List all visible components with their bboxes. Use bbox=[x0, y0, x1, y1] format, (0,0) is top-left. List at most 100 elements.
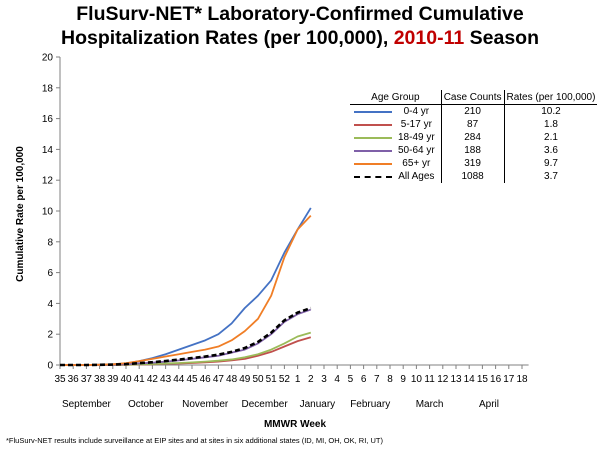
legend-swatch-line bbox=[354, 149, 392, 152]
x-tick-label: 8 bbox=[387, 374, 393, 385]
series-layer bbox=[60, 207, 312, 367]
month-label: November bbox=[182, 399, 229, 410]
x-tick-label: 51 bbox=[266, 374, 278, 385]
x-tick-label: 3 bbox=[321, 374, 327, 385]
x-tick-label: 44 bbox=[173, 374, 185, 385]
legend-rate: 3.6 bbox=[503, 144, 598, 157]
legend-row: 65+ yr 319 9.7 bbox=[350, 157, 598, 170]
legend-row: All Ages 1088 3.7 bbox=[350, 170, 598, 183]
title-line-1: FluSurv-NET* Laboratory-Confirmed Cumula… bbox=[76, 3, 524, 25]
legend-swatch bbox=[350, 131, 396, 144]
legend-swatch-line bbox=[354, 136, 392, 139]
month-label: September bbox=[62, 399, 112, 410]
legend-group: 0-4 yr bbox=[403, 106, 430, 117]
series-line-1 bbox=[60, 336, 312, 366]
month-label: April bbox=[479, 399, 499, 410]
month-label: October bbox=[128, 399, 164, 410]
legend-swatch bbox=[350, 105, 396, 119]
legend-row: 50-64 yr 188 3.6 bbox=[350, 144, 598, 157]
title-line-2: Hospitalization Rates (per 100,000), 201… bbox=[0, 26, 600, 50]
legend-swatch bbox=[350, 170, 396, 183]
y-tick-label: 10 bbox=[42, 207, 54, 218]
month-label: December bbox=[242, 399, 289, 410]
x-tick-label: 17 bbox=[503, 374, 515, 385]
legend-header-row: Age Group Case Counts Rates (per 100,000… bbox=[350, 90, 598, 105]
x-tick-label: 10 bbox=[411, 374, 423, 385]
x-tick-label: 12 bbox=[437, 374, 449, 385]
legend-row: 18-49 yr 284 2.1 bbox=[350, 131, 598, 144]
x-tick-label: 39 bbox=[107, 374, 119, 385]
legend-group: 50-64 yr bbox=[398, 145, 435, 156]
chart-title: FluSurv-NET* Laboratory-Confirmed Cumula… bbox=[0, 2, 600, 50]
y-tick-label: 16 bbox=[42, 114, 54, 125]
x-tick-label: 6 bbox=[361, 374, 367, 385]
y-axis: 0 2 4 6 8 10 12 14 16 18 20 bbox=[42, 53, 61, 372]
x-tick-label: 9 bbox=[400, 374, 406, 385]
y-tick-label: 12 bbox=[42, 176, 54, 187]
series-line-0 bbox=[60, 207, 312, 366]
x-tick-label: 2 bbox=[308, 374, 314, 385]
legend-swatch bbox=[350, 144, 396, 157]
title-season: 2010-11 bbox=[393, 27, 465, 49]
legend-rate: 10.2 bbox=[503, 104, 598, 118]
month-label: January bbox=[300, 399, 336, 410]
x-tick-label: 5 bbox=[348, 374, 354, 385]
legend-group: 5-17 yr bbox=[400, 119, 432, 130]
legend-swatch-line bbox=[354, 123, 392, 126]
legend-rate: 1.8 bbox=[503, 118, 598, 131]
y-tick-label: 0 bbox=[47, 361, 53, 372]
month-label: March bbox=[416, 399, 444, 410]
legend-rate: 9.7 bbox=[503, 157, 598, 170]
legend-count: 1088 bbox=[440, 170, 504, 183]
legend-swatch-line bbox=[354, 110, 392, 113]
x-axis: 35 36 37 38 39 40 41 42 43 44 45 46 47 48 49 50 51 52 1 2 3 4… bbox=[54, 364, 529, 410]
x-axis-label: MMWR Week bbox=[264, 419, 326, 430]
x-tick-label: 35 bbox=[54, 374, 66, 385]
legend-header-rates: Rates (per 100,000) bbox=[503, 90, 598, 105]
legend-rate: 2.1 bbox=[503, 131, 598, 144]
legend-rate: 3.7 bbox=[503, 170, 598, 183]
series-line-5 bbox=[60, 306, 312, 367]
footnote: *FluSurv-NET results include surveillanc… bbox=[6, 436, 383, 445]
title-line-2-prefix: Hospitalization Rates (per 100,000), bbox=[61, 27, 394, 49]
x-tick-label: 49 bbox=[239, 374, 251, 385]
x-tick-label: 41 bbox=[134, 374, 146, 385]
y-tick-label: 4 bbox=[47, 299, 53, 310]
y-tick-label: 8 bbox=[47, 237, 53, 248]
legend-group: All Ages bbox=[398, 171, 435, 182]
y-tick-label: 20 bbox=[42, 53, 54, 64]
month-label: February bbox=[350, 399, 390, 410]
x-tick-label: 45 bbox=[186, 374, 198, 385]
x-tick-label: 38 bbox=[94, 374, 106, 385]
x-tick-label: 16 bbox=[490, 374, 502, 385]
x-tick-label: 48 bbox=[226, 374, 238, 385]
legend-count: 284 bbox=[440, 131, 504, 144]
y-tick-label: 6 bbox=[47, 268, 53, 279]
x-tick-label: 13 bbox=[450, 374, 462, 385]
y-tick-label: 14 bbox=[42, 145, 54, 156]
x-tick-label: 15 bbox=[477, 374, 489, 385]
x-tick-label: 1 bbox=[295, 374, 301, 385]
legend-body: 0-4 yr 210 10.2 5-17 yr 87 1.8 18-49 yr 284 2.1 5… bbox=[350, 104, 598, 183]
series-line-4 bbox=[60, 214, 312, 366]
legend-count: 319 bbox=[440, 157, 504, 170]
legend-group: 18-49 yr bbox=[398, 132, 435, 143]
legend-count: 87 bbox=[440, 118, 504, 131]
x-tick-label: 42 bbox=[147, 374, 159, 385]
y-tick-label: 18 bbox=[42, 83, 54, 94]
series-line-3 bbox=[60, 308, 312, 366]
x-tick-label: 47 bbox=[213, 374, 225, 385]
legend-count: 188 bbox=[440, 144, 504, 157]
legend-row: 0-4 yr 210 10.2 bbox=[350, 104, 598, 119]
title-line-2-suffix: Season bbox=[464, 27, 539, 49]
legend-table: Age Group Case Counts Rates (per 100,000… bbox=[350, 90, 598, 183]
x-tick-label: 14 bbox=[464, 374, 476, 385]
legend-swatch-line bbox=[354, 175, 392, 178]
legend-row: 5-17 yr 87 1.8 bbox=[350, 118, 598, 131]
legend-swatch bbox=[350, 118, 396, 131]
x-tick-label: 11 bbox=[424, 374, 435, 385]
x-tick-label: 37 bbox=[81, 374, 93, 385]
legend-header-age-group: Age Group bbox=[350, 90, 442, 105]
x-tick-label: 43 bbox=[160, 374, 172, 385]
